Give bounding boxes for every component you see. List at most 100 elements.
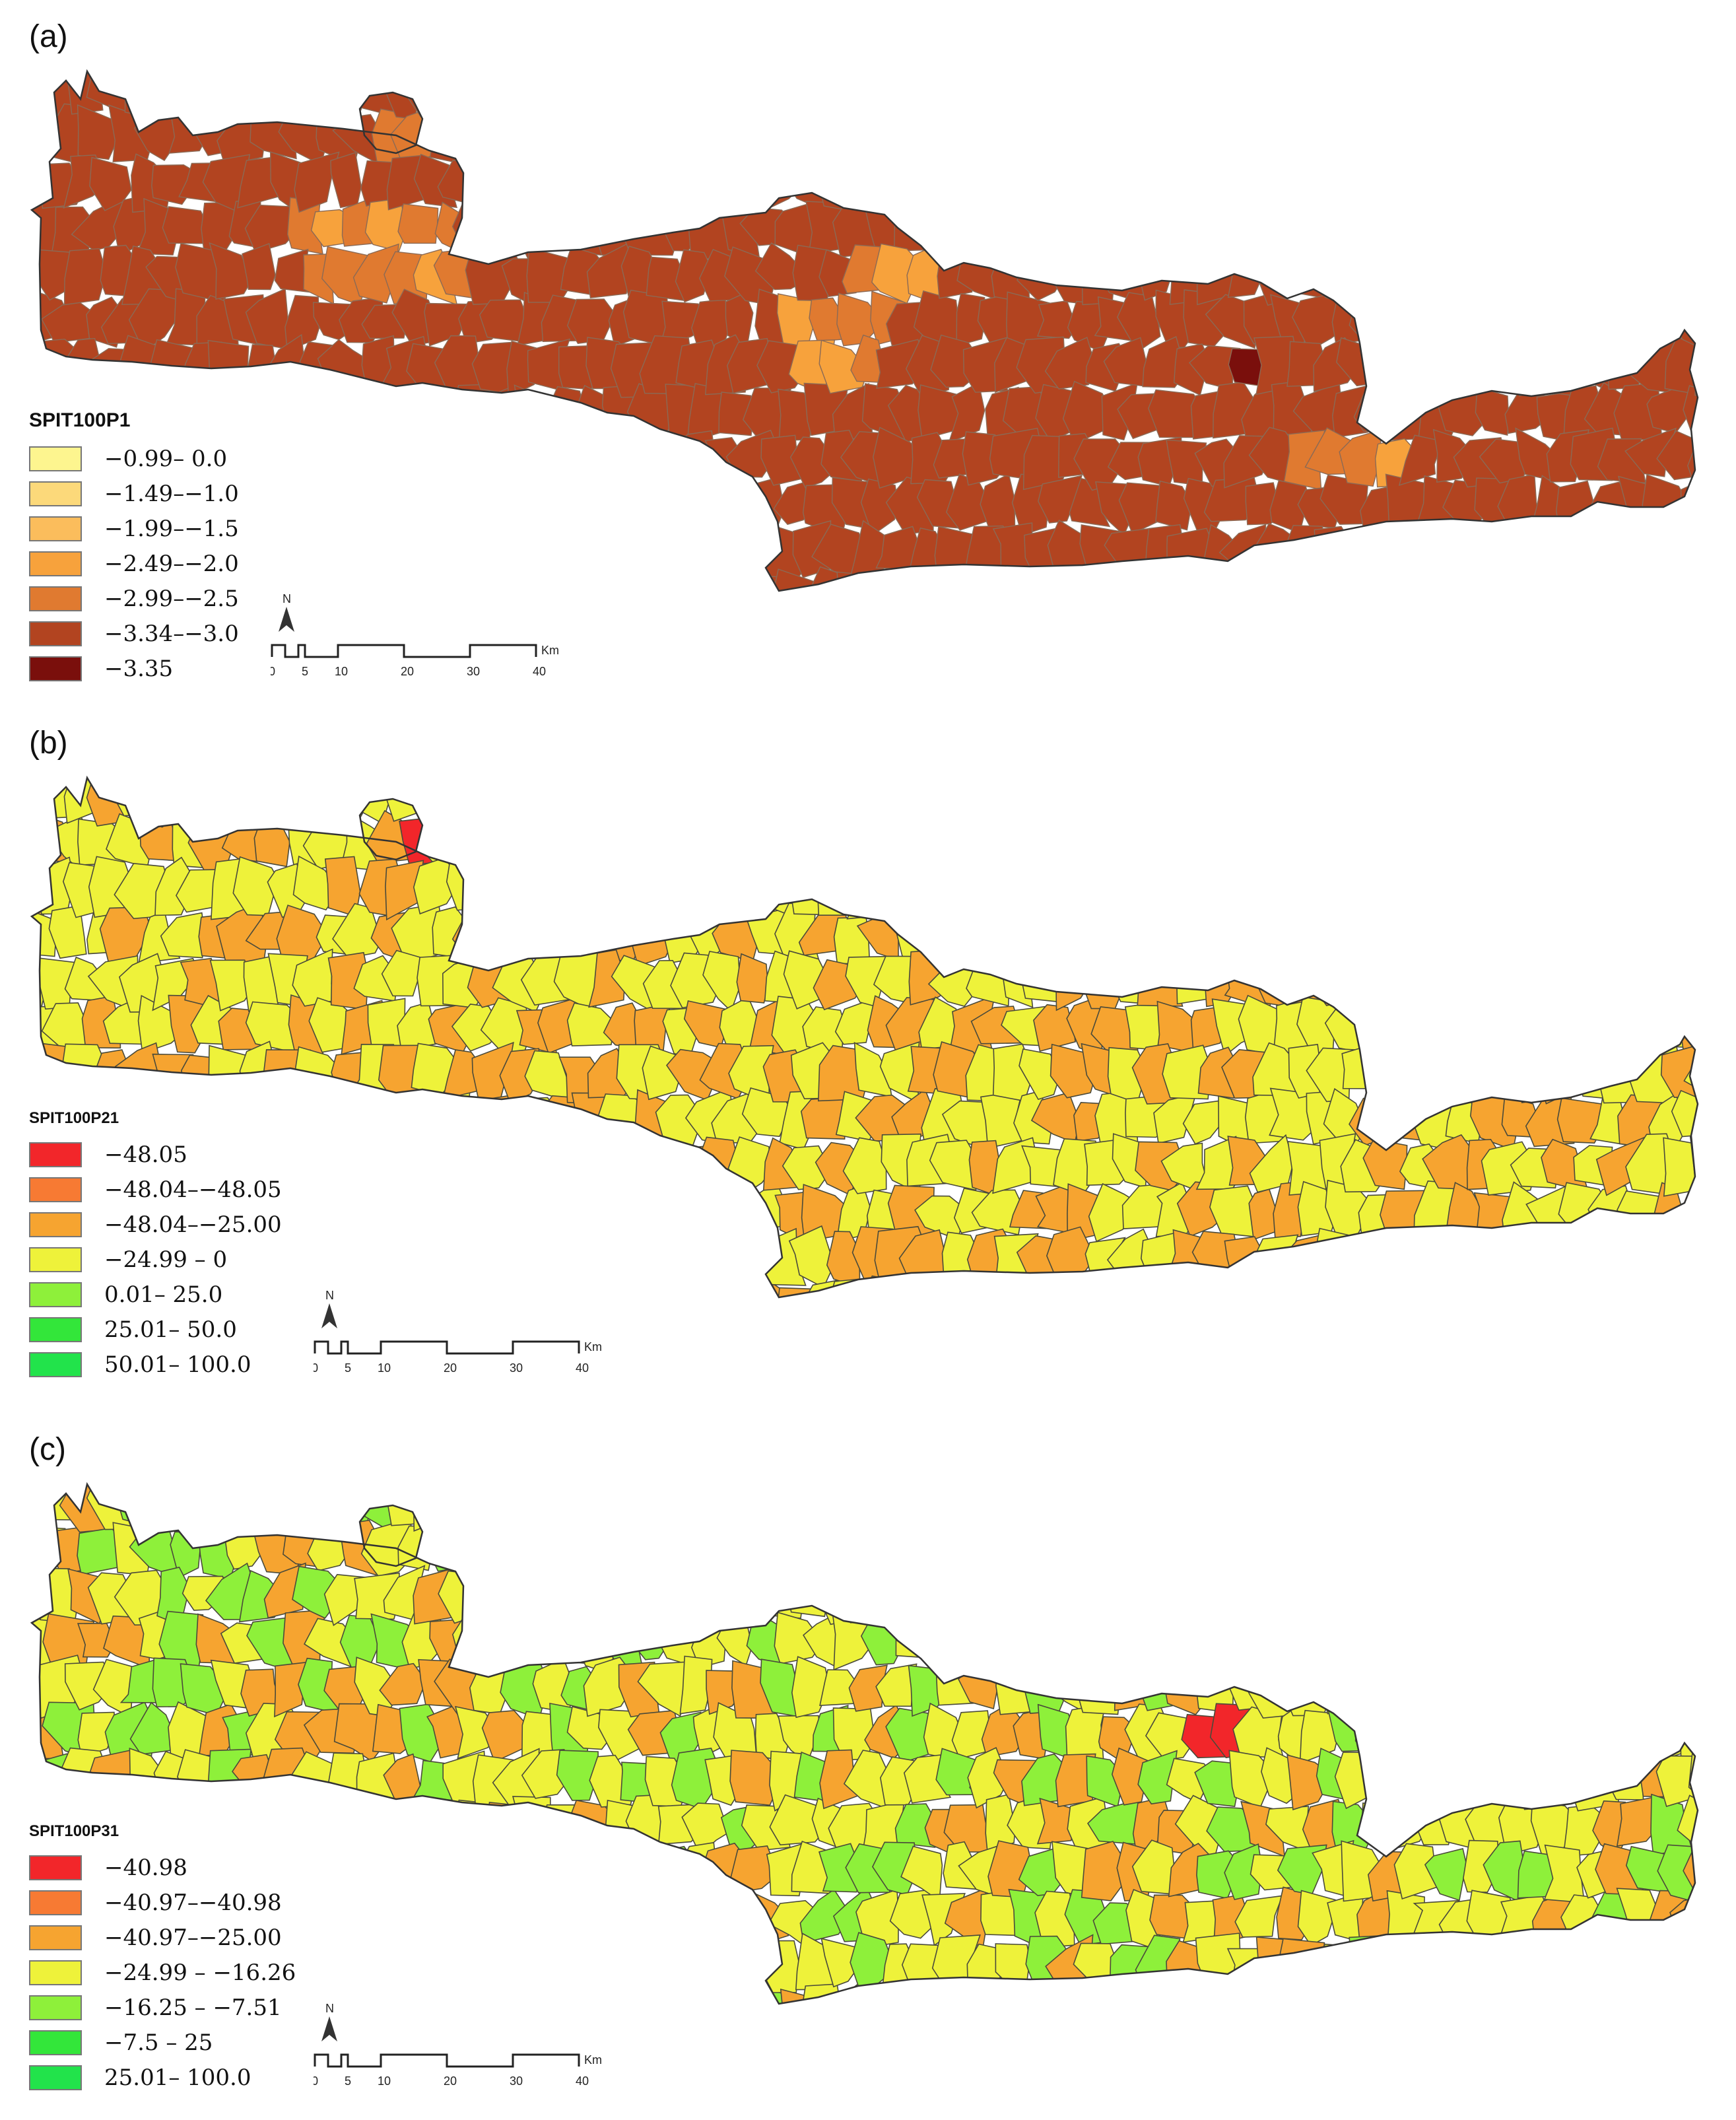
watershed-polygon: [1374, 1748, 1414, 1802]
watershed-polygon: [665, 473, 707, 534]
legend-label: −2.99–−2.5: [104, 585, 239, 612]
watershed-polygon: [1239, 1526, 1281, 1570]
watershed-polygon: [1296, 203, 1346, 260]
watershed-polygon: [1533, 1524, 1568, 1567]
watershed-polygon: [756, 1484, 807, 1530]
watershed-polygon: [1607, 956, 1646, 1004]
legend-item: −3.35: [29, 651, 239, 686]
watershed-polygon: [423, 1899, 475, 1946]
legend-item: 25.01– 100.0: [29, 2060, 296, 2095]
watershed-polygon: [337, 1088, 391, 1151]
watershed-polygon: [683, 813, 726, 862]
watershed-polygon: [949, 1525, 993, 1580]
watershed-polygon: [1586, 1703, 1631, 1754]
watershed-polygon: [711, 1979, 764, 2004]
watershed-polygon: [903, 1567, 945, 1624]
watershed-polygon: [429, 1618, 479, 1666]
watershed-polygon: [1683, 385, 1698, 444]
watershed-polygon: [1490, 1934, 1535, 1996]
watershed-polygon: [368, 385, 412, 442]
watershed-polygon: [1569, 1944, 1617, 1997]
watershed-polygon: [651, 103, 710, 160]
watershed-polygon: [514, 384, 558, 444]
watershed-polygon: [114, 778, 165, 817]
watershed-polygon: [1272, 1611, 1315, 1659]
watershed-polygon: [324, 531, 377, 582]
watershed-polygon: [1688, 1752, 1698, 1803]
watershed-polygon: [1458, 341, 1503, 395]
watershed-polygon: [1732, 477, 1736, 530]
watershed-polygon: [328, 778, 370, 828]
watershed-polygon: [406, 522, 455, 580]
watershed-polygon: [330, 152, 362, 209]
legend-swatch: [29, 2065, 82, 2090]
watershed-polygon: [1393, 963, 1447, 1001]
watershed-polygon: [1048, 71, 1093, 114]
watershed-polygon: [1184, 905, 1225, 965]
watershed-polygon: [1362, 71, 1417, 119]
watershed-polygon: [1629, 521, 1677, 582]
watershed-polygon: [1232, 902, 1282, 957]
watershed-polygon: [860, 1615, 908, 1666]
watershed-polygon: [493, 427, 547, 483]
watershed-polygon: [534, 1564, 564, 1621]
watershed-polygon: [995, 1943, 1031, 1985]
watershed-polygon: [149, 778, 188, 828]
watershed-polygon: [971, 1484, 1005, 1526]
watershed-polygon: [1422, 951, 1474, 1004]
watershed-polygon: [1137, 153, 1180, 209]
watershed-polygon: [1343, 860, 1393, 919]
watershed-polygon: [1501, 908, 1547, 959]
watershed-polygon: [1723, 857, 1736, 910]
watershed-polygon: [180, 778, 224, 818]
watershed-polygon: [481, 914, 526, 965]
watershed-polygon: [643, 1238, 690, 1289]
map-b: [30, 775, 1736, 1299]
watershed-polygon: [567, 106, 617, 166]
watershed-polygon: [1097, 1612, 1139, 1669]
watershed-polygon: [1154, 572, 1196, 591]
watershed-polygon: [984, 103, 1024, 155]
watershed-polygon: [625, 565, 682, 591]
watershed-polygon: [1409, 814, 1465, 873]
watershed-polygon: [762, 71, 802, 114]
watershed-polygon: [1692, 963, 1698, 1013]
watershed-polygon: [1093, 197, 1143, 259]
watershed-polygon: [271, 1484, 318, 1524]
watershed-polygon: [312, 1793, 355, 1852]
watershed-polygon: [300, 1484, 343, 1520]
small-island-outline: [358, 91, 424, 154]
watershed-polygon: [1643, 566, 1696, 591]
watershed-polygon: [1254, 157, 1306, 213]
watershed-polygon: [1131, 1484, 1189, 1528]
watershed-polygon: [1104, 1567, 1152, 1624]
watershed-polygon: [894, 1979, 929, 2004]
watershed-polygon: [1036, 195, 1082, 252]
legend-title-a: SPIT100P1: [29, 409, 131, 431]
watershed-polygon: [615, 778, 663, 819]
watershed-polygon: [849, 164, 892, 212]
watershed-polygon: [1635, 71, 1673, 120]
watershed-polygon: [1631, 1235, 1674, 1282]
watershed-polygon: [1577, 151, 1619, 199]
watershed-polygon: [1397, 778, 1446, 828]
watershed-polygon: [327, 1484, 372, 1528]
watershed-polygon: [351, 531, 405, 568]
watershed-polygon: [1567, 1567, 1624, 1625]
legend-item: −16.25 – −7.51: [29, 1990, 296, 2025]
watershed-polygon: [1531, 813, 1576, 865]
watershed-polygon: [836, 571, 877, 591]
watershed-polygon: [790, 71, 839, 117]
watershed-polygon: [917, 1518, 968, 1569]
watershed-polygon: [1514, 342, 1564, 397]
watershed-polygon: [1237, 568, 1284, 591]
watershed-polygon: [204, 71, 253, 113]
watershed-polygon: [803, 815, 842, 868]
watershed-polygon: [622, 1942, 658, 1996]
watershed-polygon: [1253, 1234, 1299, 1289]
watershed-polygon: [1475, 386, 1510, 436]
watershed-polygon: [664, 572, 706, 591]
watershed-polygon: [979, 567, 1026, 591]
watershed-polygon: [1301, 1524, 1343, 1579]
watershed-polygon: [564, 151, 597, 209]
